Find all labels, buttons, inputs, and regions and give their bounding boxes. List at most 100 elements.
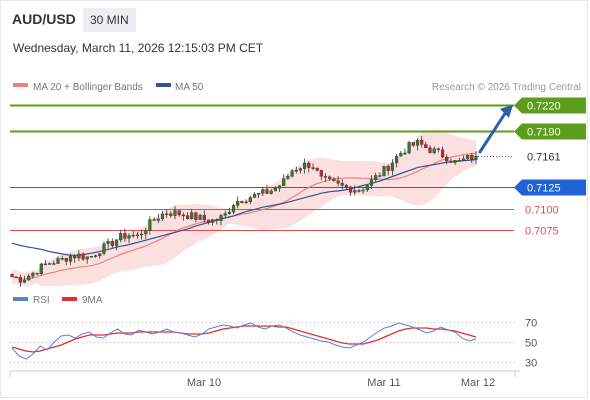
candle-body	[60, 258, 64, 260]
candle-body	[303, 162, 307, 169]
level-label: 0.7190	[527, 127, 561, 139]
candle-body	[432, 148, 436, 153]
candle-body	[374, 175, 378, 180]
candle-body	[290, 170, 294, 177]
candle-body	[177, 210, 181, 216]
candle-body	[165, 213, 169, 215]
timestamp: Wednesday, March 11, 2026 12:15:03 PM CE…	[13, 41, 264, 55]
candle-body	[273, 187, 277, 192]
level-label: 0.7161	[527, 152, 561, 164]
candle-body	[181, 214, 185, 217]
level-tag	[514, 148, 586, 165]
candle-body	[22, 279, 27, 283]
candle-body	[236, 200, 240, 206]
candle-body	[344, 185, 348, 188]
rsi-legend-label: RSI	[33, 295, 50, 306]
candle-body	[64, 258, 68, 262]
candle-body	[332, 178, 336, 182]
candle-body	[160, 213, 165, 220]
candle-body	[123, 233, 127, 239]
candle-body	[403, 152, 407, 155]
candle-body	[48, 263, 52, 265]
candle-body	[349, 186, 353, 193]
candle-body	[231, 205, 236, 213]
candle-body	[31, 272, 35, 277]
candle-body	[269, 190, 273, 194]
level-label: 0.7125	[527, 183, 561, 195]
candle-body	[219, 215, 223, 221]
chart-frame	[0, 36, 588, 398]
x-tick-label: Mar 12	[461, 377, 495, 389]
candle-body	[210, 219, 215, 223]
rsi-ma-legend-label: 9MA	[82, 295, 103, 306]
candle-body	[194, 212, 198, 220]
candle-body	[18, 277, 22, 283]
candle-body	[461, 158, 466, 161]
candle-body	[39, 263, 43, 274]
candle-body	[286, 176, 290, 179]
candle-body	[265, 189, 269, 194]
candle-body	[119, 233, 123, 241]
candle-body	[43, 263, 47, 266]
candle-body	[445, 156, 449, 162]
candle-body	[470, 154, 474, 160]
candle-body	[441, 149, 445, 158]
candle-body	[282, 178, 286, 186]
candle-body	[215, 219, 219, 221]
header-bar: AUD/USD 30 MIN	[0, 0, 588, 36]
candle-body	[395, 155, 399, 164]
ma20-legend-swatch	[13, 83, 28, 87]
level-label: 0.7220	[527, 101, 561, 113]
candle-body	[102, 243, 106, 254]
candle-body	[365, 185, 369, 191]
candle-body	[127, 235, 131, 239]
candle-body	[27, 275, 31, 281]
candle-body	[114, 239, 119, 246]
candle-body	[361, 189, 365, 192]
candle-body	[328, 176, 332, 179]
candle-body	[294, 170, 298, 172]
candle-body	[139, 233, 144, 236]
ma50-legend-swatch	[156, 83, 171, 87]
candle-body	[77, 253, 81, 259]
candle-body	[378, 175, 382, 177]
interval-button[interactable]: 30 MIN	[83, 8, 136, 32]
candle-body	[240, 200, 244, 203]
candle-body	[315, 167, 319, 171]
candle-body	[428, 147, 432, 153]
candle-body	[353, 190, 357, 193]
candle-body	[382, 165, 386, 177]
candle-body	[110, 240, 114, 246]
candle-body	[457, 159, 461, 162]
candle-body	[98, 253, 102, 256]
candle-body	[436, 148, 440, 151]
candle-body	[407, 141, 411, 154]
rsi-legend-swatch	[13, 297, 28, 301]
candle-body	[411, 141, 415, 146]
price-panel: 0.7220 0.7190 0.7161 0.7125 0.7100 0.7075 MA …	[10, 82, 586, 287]
candle-body	[93, 255, 98, 257]
candle-body	[106, 240, 110, 244]
rsi-tick-label: 70	[525, 318, 537, 330]
forecast-arrow-head	[500, 104, 513, 118]
level-tag	[514, 97, 586, 114]
candle-body	[248, 197, 252, 203]
candle-body	[420, 139, 424, 145]
candle-body	[73, 255, 77, 259]
candle-body	[85, 256, 89, 260]
candle-body	[190, 212, 194, 220]
candle-body	[474, 155, 478, 160]
candle-body	[369, 179, 374, 186]
candle-body	[424, 144, 428, 148]
candle-body	[56, 258, 60, 264]
candle-body	[68, 255, 73, 262]
candle-body	[14, 276, 18, 279]
candle-body	[227, 211, 231, 214]
candle-body	[202, 214, 206, 221]
candle-body	[169, 213, 173, 216]
symbol-label: AUD/USD	[12, 11, 76, 27]
candle-body	[319, 170, 323, 177]
candle-body	[131, 234, 135, 237]
candle-body	[135, 234, 139, 237]
